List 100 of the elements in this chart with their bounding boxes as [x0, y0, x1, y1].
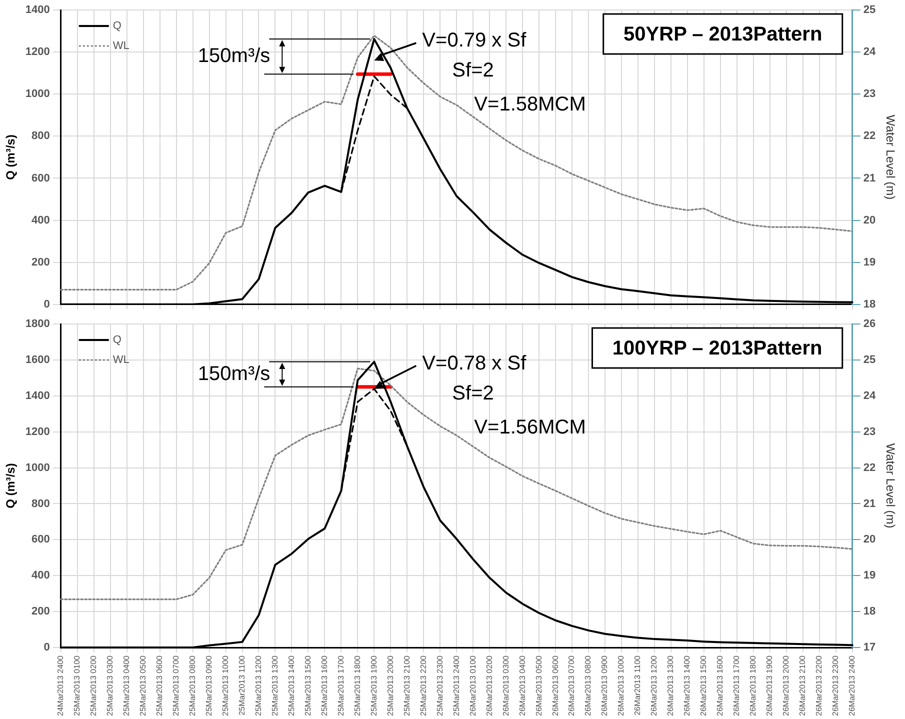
- y2-tick-label: 23: [863, 426, 876, 438]
- y-tick-label: 400: [32, 214, 50, 226]
- x-tick-label: 26Mar2013 1600: [716, 654, 725, 716]
- x-tick-label: 26Mar2013 0400: [518, 654, 527, 716]
- y2-tick-label: 23: [863, 88, 876, 100]
- legend-label: WL: [112, 354, 130, 366]
- x-tick-label: 25Mar2013 1100: [237, 654, 246, 716]
- y-tick-label: 200: [32, 256, 50, 268]
- y-tick-label: 800: [32, 498, 50, 510]
- x-tick-label: 25Mar2013 0500: [138, 654, 148, 716]
- x-tick-label: 25Mar2013 1200: [254, 654, 263, 716]
- x-tick-label: 26Mar2013 2200: [814, 654, 824, 716]
- y-tick-label: 1200: [25, 46, 50, 58]
- y2-tick-label: 25: [863, 4, 876, 16]
- x-tick-label: 24Mar2013 2400: [56, 654, 66, 716]
- x-tick-label: 26Mar2013 2100: [798, 654, 808, 716]
- annotation: 150m³/s: [198, 362, 270, 385]
- y-tick-label: 800: [32, 130, 50, 142]
- text: 50YRP – 2013Pattern: [624, 24, 822, 46]
- x-tick-label: 25Mar2013 2000: [386, 654, 395, 716]
- y2-tick-label: 24: [863, 390, 876, 402]
- x-tick-label: 25Mar2013 1900: [369, 654, 378, 716]
- y2-tick-label: 20: [863, 214, 876, 226]
- y-tick-label: 0: [44, 298, 50, 310]
- y-tick-label: 0: [44, 642, 50, 654]
- x-tick-label: 26Mar2013 0100: [468, 654, 478, 716]
- annotation: V=0.78 x Sf: [422, 352, 527, 374]
- annotation: V=0.79 x Sf: [422, 30, 527, 52]
- x-tick-label: 25Mar2013 0300: [106, 654, 115, 716]
- x-tick-label: 25Mar2013 2300: [435, 654, 444, 716]
- x-tick-label: 25Mar2013 0200: [89, 654, 98, 716]
- x-tick-label: 25Mar2013 1000: [220, 654, 230, 716]
- y-axis-title: Q (m³/s): [4, 134, 18, 180]
- y2-tick-label: 19: [863, 256, 876, 268]
- x-tick-label: 26Mar2013 1200: [650, 654, 659, 716]
- x-tick-label: 26Mar2013 0300: [501, 654, 510, 716]
- x-tick-label: 25Mar2013 1800: [352, 654, 362, 716]
- y-tick-label: 600: [32, 172, 50, 184]
- y-tick-label: 1400: [25, 390, 50, 402]
- legend-label: Q: [112, 20, 122, 32]
- x-tick-label: 26Mar2013 1400: [682, 654, 692, 716]
- y2-axis-title: Water Level (m): [883, 114, 898, 200]
- y-tick-label: 1400: [25, 4, 50, 16]
- x-tick-label: 25Mar2013 0900: [204, 654, 214, 716]
- x-tick-label: 25Mar2013 1700: [336, 654, 346, 716]
- x-tick-label: 26Mar2013 1000: [616, 654, 626, 716]
- y2-tick-label: 26: [863, 318, 876, 330]
- x-tick-label: 25Mar2013 2400: [452, 654, 461, 716]
- annotation: Sf=2: [452, 382, 494, 404]
- annotation: Sf=2: [452, 60, 494, 82]
- y-tick-label: 1600: [25, 354, 50, 366]
- y2-tick-label: 21: [863, 498, 876, 510]
- y2-tick-label: 24: [863, 46, 876, 58]
- x-tick-label: 26Mar2013 1500: [699, 654, 708, 716]
- legend-label: WL: [112, 40, 130, 52]
- x-tick-label: 26Mar2013 1800: [748, 654, 758, 716]
- y2-axis-title: Water Level (m): [883, 443, 898, 528]
- y2-tick-label: 22: [863, 462, 876, 474]
- x-tick-label: 26Mar2013 1700: [732, 654, 742, 716]
- text: 100YRP – 2013Pattern: [612, 338, 822, 360]
- x-tick-label: 26Mar2013 0500: [534, 654, 544, 716]
- x-tick-label: 25Mar2013 0600: [155, 654, 164, 716]
- x-tick-label: 25Mar2013 1600: [320, 654, 329, 716]
- y-tick-label: 1800: [25, 318, 50, 330]
- y-tick-label: 1000: [25, 88, 50, 100]
- annotation: 150m³/s: [198, 45, 270, 68]
- y-tick-label: 200: [32, 606, 50, 618]
- x-tick-label: 25Mar2013 0700: [172, 654, 180, 716]
- x-tick-label: 26Mar2013 1300: [666, 654, 676, 716]
- x-tick-label: 25Mar2013 1500: [303, 654, 312, 716]
- y-axis-title: Q (m³/s): [4, 463, 18, 508]
- x-tick-label: 25Mar2013 0100: [72, 654, 82, 716]
- x-tick-label: 25Mar2013 1300: [270, 654, 280, 716]
- x-tick-label: 26Mar2013 2300: [831, 654, 840, 716]
- x-tick-label: 25Mar2013 2100: [402, 654, 412, 716]
- x-tick-label: 25Mar2013 1400: [286, 654, 296, 716]
- y2-tick-label: 22: [863, 130, 876, 142]
- x-tick-label: 26Mar2013 0200: [484, 654, 494, 716]
- x-tick-label: 25Mar2013 0400: [122, 654, 132, 716]
- x-tick-label: 26Mar2013 2400: [848, 654, 857, 716]
- x-tick-label: 26Mar2013 0600: [550, 654, 560, 716]
- y2-tick-label: 18: [863, 298, 876, 310]
- x-tick-label: 26Mar2013 2000: [782, 654, 791, 716]
- annotation: V=1.58MCM: [474, 94, 586, 116]
- y2-tick-label: 19: [863, 570, 876, 582]
- x-tick-label: 26Mar2013 0700: [567, 654, 576, 716]
- x-tick-label: 26Mar2013 1900: [765, 654, 774, 716]
- y2-tick-label: 20: [863, 534, 876, 546]
- y-tick-label: 1200: [25, 426, 50, 438]
- y-tick-label: 400: [32, 570, 50, 582]
- annotation: V=1.56MCM: [474, 416, 586, 438]
- y2-tick-label: 21: [863, 172, 876, 184]
- y2-tick-label: 18: [863, 606, 876, 618]
- y-tick-label: 600: [32, 534, 50, 546]
- x-tick-label: 26Mar2013 0800: [584, 654, 593, 716]
- legend-label: Q: [112, 334, 122, 346]
- x-tick-label: 25Mar2013 2200: [418, 654, 428, 716]
- x-tick-label: 26Mar2013 0900: [600, 654, 610, 716]
- y2-tick-label: 17: [863, 642, 876, 654]
- x-tick-label: 25Mar2013 0800: [188, 654, 197, 716]
